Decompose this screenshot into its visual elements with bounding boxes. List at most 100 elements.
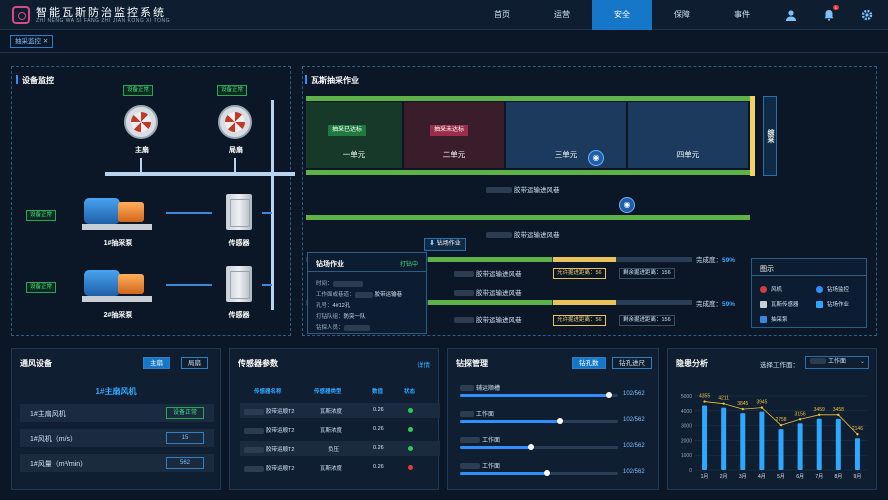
ventilation-panel: 通风设备 主扇 局扇 1#主扇风机 1#主扇风机 设备正常 1#风机（m/s） … [11,348,221,490]
pump1-pipe [166,212,212,214]
nav-events[interactable]: 事件 [734,10,750,19]
vent-volume-value: 562 [166,457,204,469]
drill-progress-fill [460,420,560,423]
trend-point [837,413,840,417]
user-icon[interactable] [772,0,810,30]
pump2-label: 2#抽采泵 [103,312,133,319]
table-row[interactable]: 胶带运顺T2 瓦斯浓度 0.26 [240,422,440,437]
remaining-distance-1: 剩余掘进距离：156 [619,268,675,279]
pump1-icon[interactable] [82,194,152,230]
camera-icon-2[interactable]: ◉ [619,197,635,213]
tab-main-fan[interactable]: 主扇 [143,357,170,369]
drill-progress-knob[interactable] [543,470,550,476]
unit-2[interactable]: 抽采未达标 二单元 [404,102,504,168]
bar-1 [702,405,708,470]
drill-roadway-1-progress [428,257,552,262]
popup-title: 钻场作业 [316,261,344,268]
detail-link[interactable]: 详情 [417,362,430,369]
panel-title: 设备监控 [22,76,54,85]
bar-8 [835,418,841,470]
trend-point [779,423,783,427]
face-select[interactable]: 工作面 ⌄ [805,356,869,369]
unit-3-label: 三单元 [554,150,578,159]
fan-pipe-v2 [234,158,236,172]
sensor-params-panel: 传感器参数 详情 传感器名称 传感器类型 数值 状态 胶带运顺T2 瓦斯浓度 0… [229,348,440,490]
pump2-icon[interactable] [82,266,152,302]
pump1-status: 设备正常 [26,210,57,221]
sensor2-label: 传感器 [228,312,250,319]
unit-3[interactable]: 三单元 [506,102,626,168]
notification-badge: 1 [832,5,839,10]
data-label: 2758 [775,417,786,423]
legend-title: 图示 [760,266,774,273]
device-monitor-panel: 设备监控 [11,66,291,336]
x-tick-label: 8月 [834,474,842,480]
sensor1-pipe [262,212,272,214]
nav-operation[interactable]: 运营 [554,10,570,19]
tab-hole-footage[interactable]: 钻孔进尺 [612,357,652,369]
logo-icon [12,6,30,24]
x-tick-label: 3月 [739,474,747,480]
data-label: 3458 [833,407,844,413]
trend-point [798,418,802,421]
top-roadway [306,96,750,101]
drill-progress-fill [460,446,532,449]
local-fan-label: 局扇 [229,147,243,154]
drill-progress-knob[interactable] [556,418,563,424]
pump2-pipe [166,284,212,286]
unit-4[interactable]: 四单元 [628,102,748,168]
main-nav: 首页 运营 安全 保障 事件 [472,0,772,30]
vent-row-1: 1#主扇风机 设备正常 [20,404,214,422]
unit-2-tag: 抽采未达标 [430,125,469,136]
table-row[interactable]: 胶带运顺T2 瓦斯浓度 0.26 [240,403,440,418]
legend-pump: 抽采泵 [760,315,788,324]
drill-work-popup: 钻场作业 打钻中 时间： 工作面或巷道： 胶带运输巷 孔号：4#12孔 打钻队组：… [307,252,427,334]
popup-team: 打钻队组：防突一队 [316,314,366,320]
main-fan-icon[interactable] [124,105,158,139]
drill-work-button[interactable]: ⬇ 钻场作业 [424,238,466,251]
nav-support[interactable]: 保障 [674,10,690,19]
roadway-label-2: 胶带运输进风巷 [486,229,560,239]
y-tick-label: 3000 [681,424,692,430]
roadway-2 [306,215,750,220]
allowed-distance-1: 允许掘进距离：56 [553,268,606,279]
top-bar: 智能瓦斯防治监控系统 ZHI NENG WA SI FANG ZHI JIAN … [0,0,888,30]
gear-icon[interactable] [848,0,886,30]
y-tick-label: 4000 [681,409,692,415]
local-fan-icon[interactable] [218,105,252,139]
y-tick-label: 2000 [681,438,692,444]
tab-local-fan[interactable]: 局扇 [181,357,208,369]
popup-status: 打钻中 [399,262,418,268]
bar-4 [759,411,765,470]
vent-status-badge: 设备正常 [166,407,204,419]
status-dot [408,408,413,413]
y-tick-label: 5000 [681,394,692,400]
data-label: 3945 [756,400,767,406]
table-row[interactable]: 胶带运顺T2 瓦斯浓度 0.26 [240,460,440,475]
open-tab-gas-monitor[interactable]: 抽采监控 ✕ [10,35,54,48]
x-tick-label: 9月 [854,474,862,480]
header-icons: 1 [772,0,886,30]
fully-mechanized-button[interactable]: 综采 [763,96,777,176]
drill-progress-knob[interactable] [605,392,612,398]
close-icon[interactable]: ✕ [42,38,49,45]
bell-icon[interactable]: 1 [810,0,848,30]
popup-time: 时间： [316,279,365,287]
panel-title: 传感器参数 [238,359,278,368]
sensor1-icon[interactable] [226,194,252,230]
table-row[interactable]: 胶带运顺T2 负压 0.26 [240,441,440,456]
sensor2-icon[interactable] [226,266,252,302]
nav-safety[interactable]: 安全 [592,0,652,30]
x-tick-label: 4月 [758,474,766,480]
tab-hole-count[interactable]: 钻孔数 [572,357,606,369]
sensor1-label: 传感器 [228,240,250,247]
camera-icon[interactable]: ◉ [588,150,604,166]
sensor-icon [760,301,767,309]
fan-pipe [105,172,295,176]
drill-progress-knob[interactable] [528,444,535,450]
tab-bar: 抽采监控 ✕ [0,31,888,53]
legend-panel: 图示 风机 钻场监控 瓦斯传感器 钻场作业 抽采泵 [751,258,867,328]
completion-label-1: 完成度：59% [696,257,736,264]
unit-1[interactable]: 抽采已达标 一单元 [306,102,402,168]
nav-home[interactable]: 首页 [494,10,510,19]
